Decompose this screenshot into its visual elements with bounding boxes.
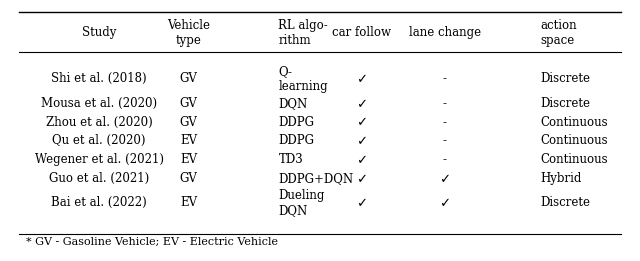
Text: Vehicle
type: Vehicle type (167, 19, 211, 47)
Text: Continuous: Continuous (541, 153, 609, 166)
Text: $\checkmark$: $\checkmark$ (356, 73, 367, 85)
Text: $\checkmark$: $\checkmark$ (356, 97, 367, 110)
Text: GV: GV (180, 116, 198, 129)
Text: -: - (443, 153, 447, 166)
Text: -: - (443, 134, 447, 147)
Text: $\checkmark$: $\checkmark$ (356, 116, 367, 129)
Text: Q-
learning: Q- learning (278, 65, 328, 93)
Text: * GV - Gasoline Vehicle; EV - Electric Vehicle: * GV - Gasoline Vehicle; EV - Electric V… (26, 236, 278, 246)
Text: Dueling
DQN: Dueling DQN (278, 189, 324, 217)
Text: DDPG: DDPG (278, 116, 314, 129)
Text: Continuous: Continuous (541, 134, 609, 147)
Text: $\checkmark$: $\checkmark$ (356, 153, 367, 166)
Text: GV: GV (180, 97, 198, 110)
Text: $\checkmark$: $\checkmark$ (356, 134, 367, 147)
Text: -: - (443, 73, 447, 85)
Text: $\checkmark$: $\checkmark$ (356, 197, 367, 209)
Text: DQN: DQN (278, 97, 308, 110)
Text: Hybrid: Hybrid (541, 172, 582, 185)
Text: Mousa et al. (2020): Mousa et al. (2020) (41, 97, 157, 110)
Text: TD3: TD3 (278, 153, 303, 166)
Text: Zhou et al. (2020): Zhou et al. (2020) (46, 116, 152, 129)
Text: Shi et al. (2018): Shi et al. (2018) (51, 73, 147, 85)
Text: Discrete: Discrete (541, 197, 591, 209)
Text: $\checkmark$: $\checkmark$ (356, 172, 367, 185)
Text: Discrete: Discrete (541, 73, 591, 85)
Text: car follow: car follow (332, 26, 391, 39)
Text: EV: EV (180, 197, 197, 209)
Text: Wegener et al. (2021): Wegener et al. (2021) (35, 153, 164, 166)
Text: -: - (443, 97, 447, 110)
Text: $\checkmark$: $\checkmark$ (440, 172, 450, 185)
Text: DDPG+DQN: DDPG+DQN (278, 172, 353, 185)
Text: EV: EV (180, 153, 197, 166)
Text: EV: EV (180, 134, 197, 147)
Text: GV: GV (180, 172, 198, 185)
Text: Qu et al. (2020): Qu et al. (2020) (52, 134, 146, 147)
Text: Continuous: Continuous (541, 116, 609, 129)
Text: $\checkmark$: $\checkmark$ (440, 197, 450, 209)
Text: Guo et al. (2021): Guo et al. (2021) (49, 172, 149, 185)
Text: Bai et al. (2022): Bai et al. (2022) (51, 197, 147, 209)
Text: lane change: lane change (409, 26, 481, 39)
Text: GV: GV (180, 73, 198, 85)
Text: Study: Study (82, 26, 116, 39)
Text: action
space: action space (541, 19, 577, 47)
Text: RL algo-
rithm: RL algo- rithm (278, 19, 328, 47)
Text: DDPG: DDPG (278, 134, 314, 147)
Text: -: - (443, 116, 447, 129)
Text: Discrete: Discrete (541, 97, 591, 110)
